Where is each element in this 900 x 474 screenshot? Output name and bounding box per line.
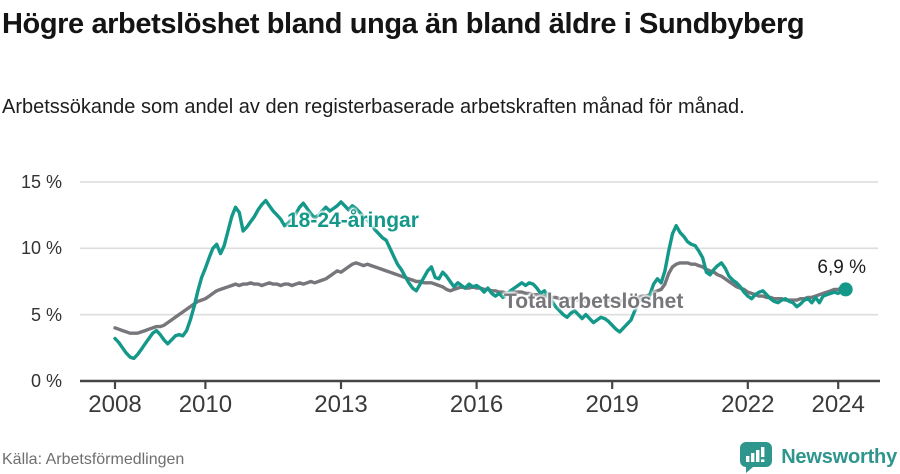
line-youth-unemployment — [113, 198, 848, 361]
line-total-unemployment — [113, 261, 848, 335]
newsworthy-wordmark: Newsworthy — [781, 445, 897, 468]
x-tick-label: 2016 — [449, 391, 504, 418]
newsworthy-logo-link[interactable]: Newsworthy — [739, 441, 897, 473]
x-tick-label: 2013 — [314, 391, 368, 418]
series-label-youth: 18-24-åringar — [287, 209, 419, 232]
y-tick-label: 10 % — [20, 238, 62, 259]
x-tick-label: 2010 — [178, 391, 233, 418]
latest-value-annotation: 6,9 % — [817, 257, 866, 278]
x-axis — [80, 379, 880, 389]
series-label-total: Total arbetslöshet — [504, 290, 684, 313]
x-tick-label: 2024 — [811, 391, 865, 418]
page-title: Högre arbetslöshet bland unga än bland ä… — [2, 8, 805, 40]
newsworthy-chart-bubble-icon — [740, 442, 773, 473]
source-note: Källa: Arbetsförmedlingen — [2, 451, 185, 468]
latest-value-marker — [838, 282, 853, 297]
y-tick-label: 0 % — [30, 371, 62, 391]
x-tick-label: 2019 — [585, 391, 639, 418]
x-tick-label: 2008 — [88, 391, 142, 418]
page-subtitle: Arbetssökande som andel av den registerb… — [2, 96, 745, 118]
y-tick-label: 5 % — [30, 304, 62, 325]
x-tick-label: 2022 — [721, 391, 775, 418]
y-tick-label: 15 % — [20, 171, 62, 192]
